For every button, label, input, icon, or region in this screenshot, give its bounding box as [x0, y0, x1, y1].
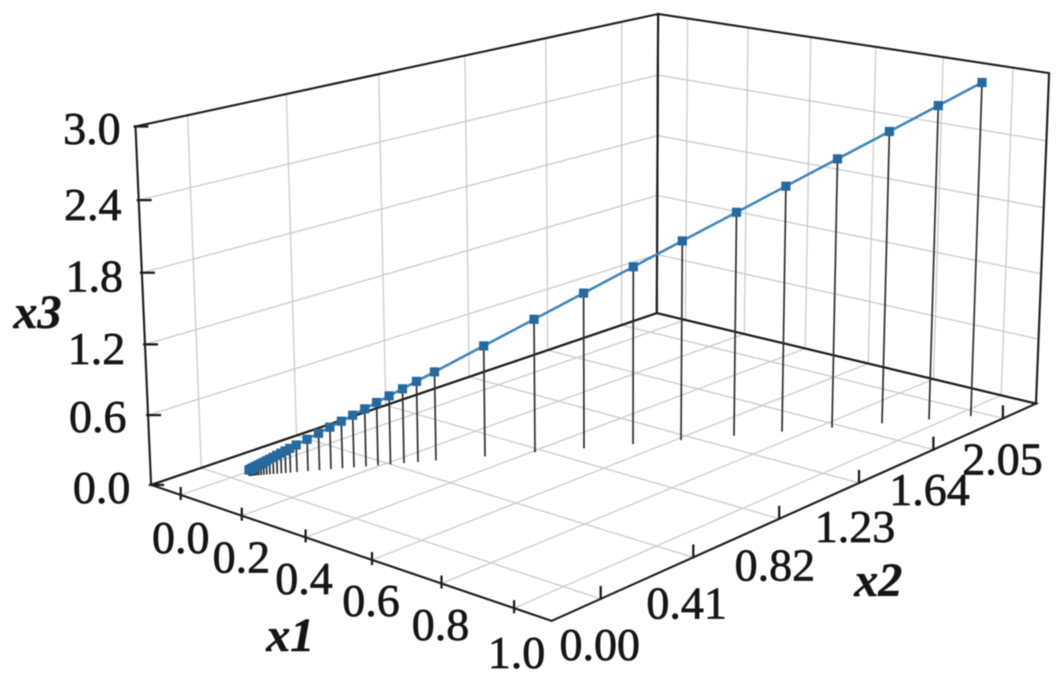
svg-text:0.6: 0.6 [69, 391, 127, 442]
svg-text:0.82: 0.82 [735, 540, 816, 591]
svg-text:x1: x1 [265, 609, 314, 662]
svg-text:0.0: 0.0 [73, 462, 131, 513]
svg-text:1.64: 1.64 [889, 464, 970, 515]
svg-text:0.6: 0.6 [342, 575, 400, 626]
svg-text:1.23: 1.23 [815, 501, 896, 552]
svg-text:1.0: 1.0 [488, 627, 546, 676]
svg-text:0.0: 0.0 [152, 512, 210, 563]
svg-text:0.4: 0.4 [275, 553, 333, 604]
svg-text:0.41: 0.41 [646, 577, 727, 628]
svg-text:0.00: 0.00 [560, 619, 641, 670]
svg-text:0.8: 0.8 [412, 599, 470, 650]
svg-text:3.0: 3.0 [63, 103, 121, 154]
svg-text:x3: x3 [13, 286, 62, 339]
svg-text:1.2: 1.2 [68, 323, 126, 374]
svg-text:2.4: 2.4 [64, 179, 122, 230]
svg-text:1.8: 1.8 [66, 250, 124, 301]
svg-text:2.05: 2.05 [962, 434, 1043, 485]
svg-text:0.2: 0.2 [213, 532, 271, 583]
svg-text:x2: x2 [853, 554, 902, 607]
